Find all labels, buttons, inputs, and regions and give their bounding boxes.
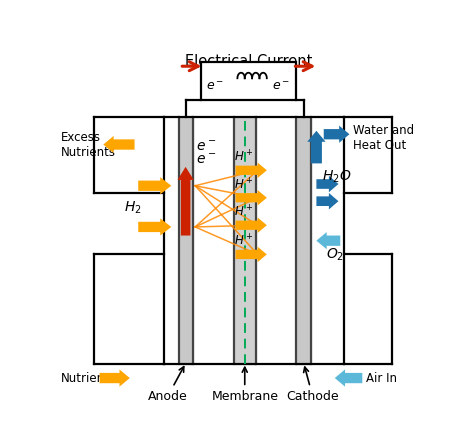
FancyArrow shape: [316, 193, 338, 210]
Bar: [201, 62, 296, 100]
FancyArrow shape: [236, 162, 267, 178]
FancyArrow shape: [138, 219, 171, 235]
FancyArrow shape: [236, 247, 267, 262]
Text: $H_2$: $H_2$: [124, 200, 141, 216]
FancyArrow shape: [324, 126, 349, 143]
Text: $O_2$: $O_2$: [326, 246, 344, 263]
FancyArrow shape: [307, 131, 326, 163]
FancyArrow shape: [236, 190, 267, 206]
Text: $H^+$: $H^+$: [235, 205, 254, 220]
Text: Anode: Anode: [148, 367, 188, 403]
FancyArrow shape: [100, 369, 130, 387]
Text: Cathode: Cathode: [286, 367, 339, 403]
Text: $e^-$: $e^-$: [196, 139, 217, 153]
Text: Nutrients: Nutrients: [61, 372, 116, 384]
FancyArrow shape: [316, 232, 340, 249]
Text: Air In: Air In: [366, 372, 397, 384]
Text: Electrical Current: Electrical Current: [185, 54, 312, 69]
Bar: [179, 117, 193, 364]
Text: Membrane: Membrane: [211, 367, 278, 403]
FancyArrow shape: [236, 218, 267, 233]
FancyArrow shape: [335, 369, 362, 387]
FancyArrow shape: [103, 136, 135, 153]
Text: $H^+$: $H^+$: [235, 234, 254, 249]
Text: $e^-$: $e^-$: [196, 153, 217, 167]
FancyArrow shape: [316, 176, 338, 192]
FancyArrow shape: [178, 167, 194, 235]
Text: $e^-$: $e^-$: [273, 80, 291, 93]
Text: $e^-$: $e^-$: [206, 80, 225, 93]
Text: $H_2O$: $H_2O$: [322, 169, 351, 186]
Text: Water and
Heat Out: Water and Heat Out: [353, 124, 414, 152]
Bar: [234, 117, 256, 364]
Text: $H^+$: $H^+$: [235, 149, 254, 165]
Text: $H^+$: $H^+$: [235, 177, 254, 192]
FancyArrow shape: [138, 177, 171, 194]
Text: Excess
Nutrients: Excess Nutrients: [61, 131, 116, 158]
Bar: [296, 117, 311, 364]
